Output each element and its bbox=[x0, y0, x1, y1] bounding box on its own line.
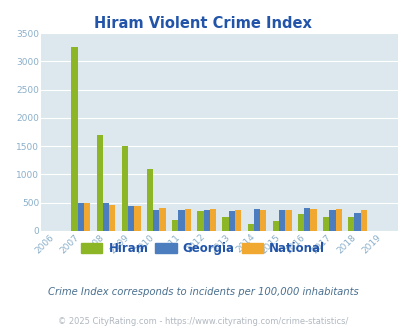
Bar bbox=[328, 210, 335, 231]
Bar bbox=[260, 210, 266, 231]
Bar bbox=[234, 210, 241, 231]
Bar bbox=[122, 146, 128, 231]
Bar bbox=[203, 210, 209, 231]
Bar bbox=[278, 210, 285, 231]
Bar bbox=[77, 203, 84, 231]
Bar bbox=[197, 211, 203, 231]
Bar bbox=[178, 210, 184, 231]
Bar bbox=[347, 217, 354, 231]
Bar bbox=[147, 169, 153, 231]
Text: Crime Index corresponds to incidents per 100,000 inhabitants: Crime Index corresponds to incidents per… bbox=[47, 287, 358, 297]
Bar bbox=[297, 214, 303, 231]
Bar bbox=[222, 217, 228, 231]
Bar bbox=[209, 209, 215, 231]
Bar bbox=[84, 203, 90, 231]
Bar bbox=[159, 208, 165, 231]
Bar bbox=[354, 213, 360, 231]
Bar bbox=[285, 210, 291, 231]
Legend: Hiram, Georgia, National: Hiram, Georgia, National bbox=[76, 237, 329, 260]
Bar bbox=[360, 210, 366, 231]
Bar bbox=[322, 217, 328, 231]
Bar bbox=[128, 206, 134, 231]
Bar bbox=[184, 209, 190, 231]
Text: Hiram Violent Crime Index: Hiram Violent Crime Index bbox=[94, 16, 311, 31]
Bar bbox=[102, 203, 109, 231]
Bar bbox=[153, 210, 159, 231]
Text: © 2025 CityRating.com - https://www.cityrating.com/crime-statistics/: © 2025 CityRating.com - https://www.city… bbox=[58, 317, 347, 326]
Bar bbox=[134, 206, 140, 231]
Bar bbox=[172, 220, 178, 231]
Bar bbox=[335, 209, 341, 231]
Bar bbox=[247, 224, 253, 231]
Bar bbox=[272, 221, 278, 231]
Bar bbox=[310, 209, 316, 231]
Bar bbox=[253, 209, 260, 231]
Bar bbox=[96, 135, 102, 231]
Bar bbox=[228, 211, 234, 231]
Bar bbox=[71, 47, 77, 231]
Bar bbox=[109, 205, 115, 231]
Bar bbox=[303, 208, 310, 231]
